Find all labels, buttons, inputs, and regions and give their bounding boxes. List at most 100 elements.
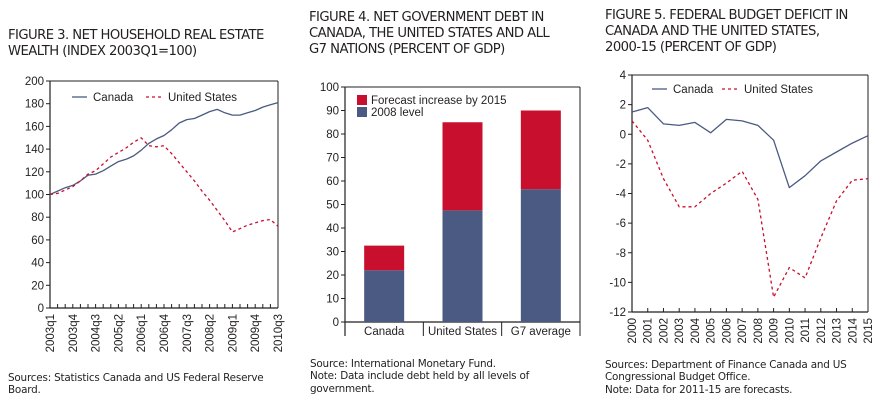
y-tick-label: 200 [25, 76, 44, 88]
series-line-canada [631, 106, 869, 189]
y-tick-label: 10 [326, 294, 339, 306]
y-tick-label: 90 [326, 106, 339, 118]
figure3-source-line1: Sources: Statistics Canada and US Federa… [8, 372, 264, 384]
x-category-label: Canada [364, 326, 405, 338]
y-tick-label: 120 [25, 167, 44, 179]
x-tick-label: 2002 [658, 318, 670, 344]
bar-2008-level-united-states [442, 210, 483, 322]
x-category-label: United States [428, 326, 497, 338]
x-tick-label: 2011 [800, 318, 812, 343]
y-tick-label: -8 [616, 248, 626, 260]
x-tick-label: 2007q3 [182, 314, 194, 352]
y-tick-label: 60 [326, 176, 339, 188]
x-tick-label: 2007 [737, 318, 749, 344]
x-tick-label: 2008q2 [205, 314, 217, 352]
y-tick-label: -6 [616, 218, 626, 230]
y-tick-label: -4 [616, 189, 627, 201]
figure3-title-line2: WEALTH (INDEX 2003Q1=100) [8, 44, 197, 59]
y-tick-label: -10 [609, 277, 626, 289]
figure5-source: Sources: Department of Finance Canada an… [605, 359, 847, 396]
y-tick-label: 30 [326, 247, 339, 259]
x-tick-label: 2009 [769, 318, 781, 344]
x-tick-label: 2006q4 [159, 313, 171, 352]
x-tick-label: 2010 [784, 318, 796, 344]
legend-swatch-2008-level [357, 107, 367, 117]
y-tick-label: 60 [31, 235, 44, 247]
x-tick-label: 2010q3 [273, 314, 285, 352]
bar-forecast-increase-g7-average [520, 110, 561, 190]
y-tick-label: 40 [326, 223, 339, 235]
y-tick-label: 20 [31, 280, 44, 292]
legend-label-forecast-increase-by-2015: Forecast increase by 2015 [371, 95, 507, 107]
figure5-source-line2: Congressional Budget Office. [605, 371, 751, 384]
x-tick-label: 2008 [753, 318, 765, 344]
bar-forecast-increase-united-states [442, 122, 483, 211]
bar-2008-level-canada [364, 270, 405, 322]
series-line-united-states [631, 120, 869, 298]
series-line-united-states [49, 137, 279, 233]
y-tick-label: 0 [620, 129, 626, 141]
y-tick-label: 4 [620, 70, 627, 82]
x-tick-label: 2003q4 [68, 313, 80, 352]
figure4-source-line3: government. [310, 382, 375, 395]
y-tick-label: 20 [326, 270, 339, 282]
legend-label-canada: Canada [93, 92, 134, 104]
figure5-chart: -12 -10 -8 -6 -4 -2 0 2 4 2000 2001 2002 2003 2004 200… [609, 70, 875, 344]
legend-swatch-forecast-increase-by-2015 [357, 95, 367, 105]
y-tick-label: 0 [333, 317, 339, 329]
x-tick-label: 2009q1 [227, 314, 239, 352]
y-tick-label: 70 [326, 153, 339, 165]
x-tick-label: 2000 [627, 318, 639, 344]
x-tick-label: 2003q1 [45, 314, 57, 352]
figure5-source-line1: Sources: Department of Finance Canada an… [605, 359, 847, 371]
y-tick-label: 160 [25, 121, 44, 133]
x-tick-label: 2006q1 [136, 314, 148, 352]
figure4-source: Source: International Monetary Fund. Not… [310, 358, 529, 395]
figure3-title-line1: FIGURE 3. NET HOUSEHOLD REAL ESTATE [8, 28, 264, 43]
y-tick-label: -12 [609, 307, 626, 319]
x-tick-label: 2003 [674, 318, 686, 344]
y-tick-label: 100 [320, 82, 339, 94]
legend-label-us: United States [168, 92, 237, 104]
figure5-title: FIGURE 5. FEDERAL BUDGET DEFICIT IN CANA… [605, 8, 848, 56]
figure4-title-line2: CANADA, THE UNITED STATES AND ALL [309, 26, 550, 41]
x-tick-label: 2015 [863, 318, 875, 344]
y-tick-label: 140 [25, 144, 44, 156]
x-tick-label: 2006 [721, 318, 733, 344]
figure3-title: FIGURE 3. NET HOUSEHOLD REAL ESTATE WEAL… [8, 28, 264, 60]
x-tick-label: 2009q4 [250, 313, 262, 352]
figure4-title-line3: G7 NATIONS (PERCENT OF GDP) [309, 42, 505, 57]
figure4-chart: 0 10 20 30 40 50 60 70 80 90 100 Canada United State… [320, 82, 581, 338]
legend-label-us: United States [744, 84, 813, 96]
figure3-source: Sources: Statistics Canada and US Federa… [8, 372, 264, 397]
y-tick-label: 0 [38, 303, 44, 315]
figure4-title: FIGURE 4. NET GOVERNMENT DEBT IN CANADA,… [309, 10, 550, 58]
x-tick-label: 2005 [706, 318, 718, 344]
x-tick-label: 2004 [690, 317, 702, 343]
y-tick-label: 100 [25, 190, 44, 202]
y-tick-label: 180 [25, 99, 44, 111]
x-category-label: G7 average [511, 326, 571, 338]
legend-label-2008-level: 2008 level [371, 107, 423, 119]
x-tick-label: 2001 [643, 318, 655, 344]
y-tick-label: -2 [616, 159, 626, 171]
figure4-source-line1: Source: International Monetary Fund. [310, 358, 496, 370]
y-tick-label: 50 [326, 200, 339, 212]
bar-forecast-increase-canada [364, 245, 405, 271]
x-tick-label: 2014 [847, 317, 859, 343]
x-tick-label: 2012 [816, 318, 828, 344]
x-tick-label: 2005q2 [113, 314, 125, 352]
figure5-title-line2: CANADA AND THE UNITED STATES, [605, 24, 820, 39]
x-tick-label: 2013 [832, 318, 844, 344]
figure5-title-line3: 2000-15 (PERCENT OF GDP) [605, 40, 777, 55]
figure5-title-line1: FIGURE 5. FEDERAL BUDGET DEFICIT IN [605, 8, 848, 23]
figure5-source-line3: Note: Data for 2011-15 are forecasts. [605, 383, 793, 396]
y-tick-label: 80 [31, 212, 44, 224]
figure4-source-line2: Note: Data include debt held by all leve… [310, 370, 530, 383]
figure3-source-line2: Board. [8, 384, 41, 397]
series-line-canada [49, 101, 279, 196]
figure3-chart: 0 20 40 60 80 100 120 140 160 180 200 2003q1 2003q4 2… [25, 76, 285, 352]
x-tick-label: 2004q3 [91, 314, 103, 352]
legend-label-canada: Canada [673, 84, 714, 96]
